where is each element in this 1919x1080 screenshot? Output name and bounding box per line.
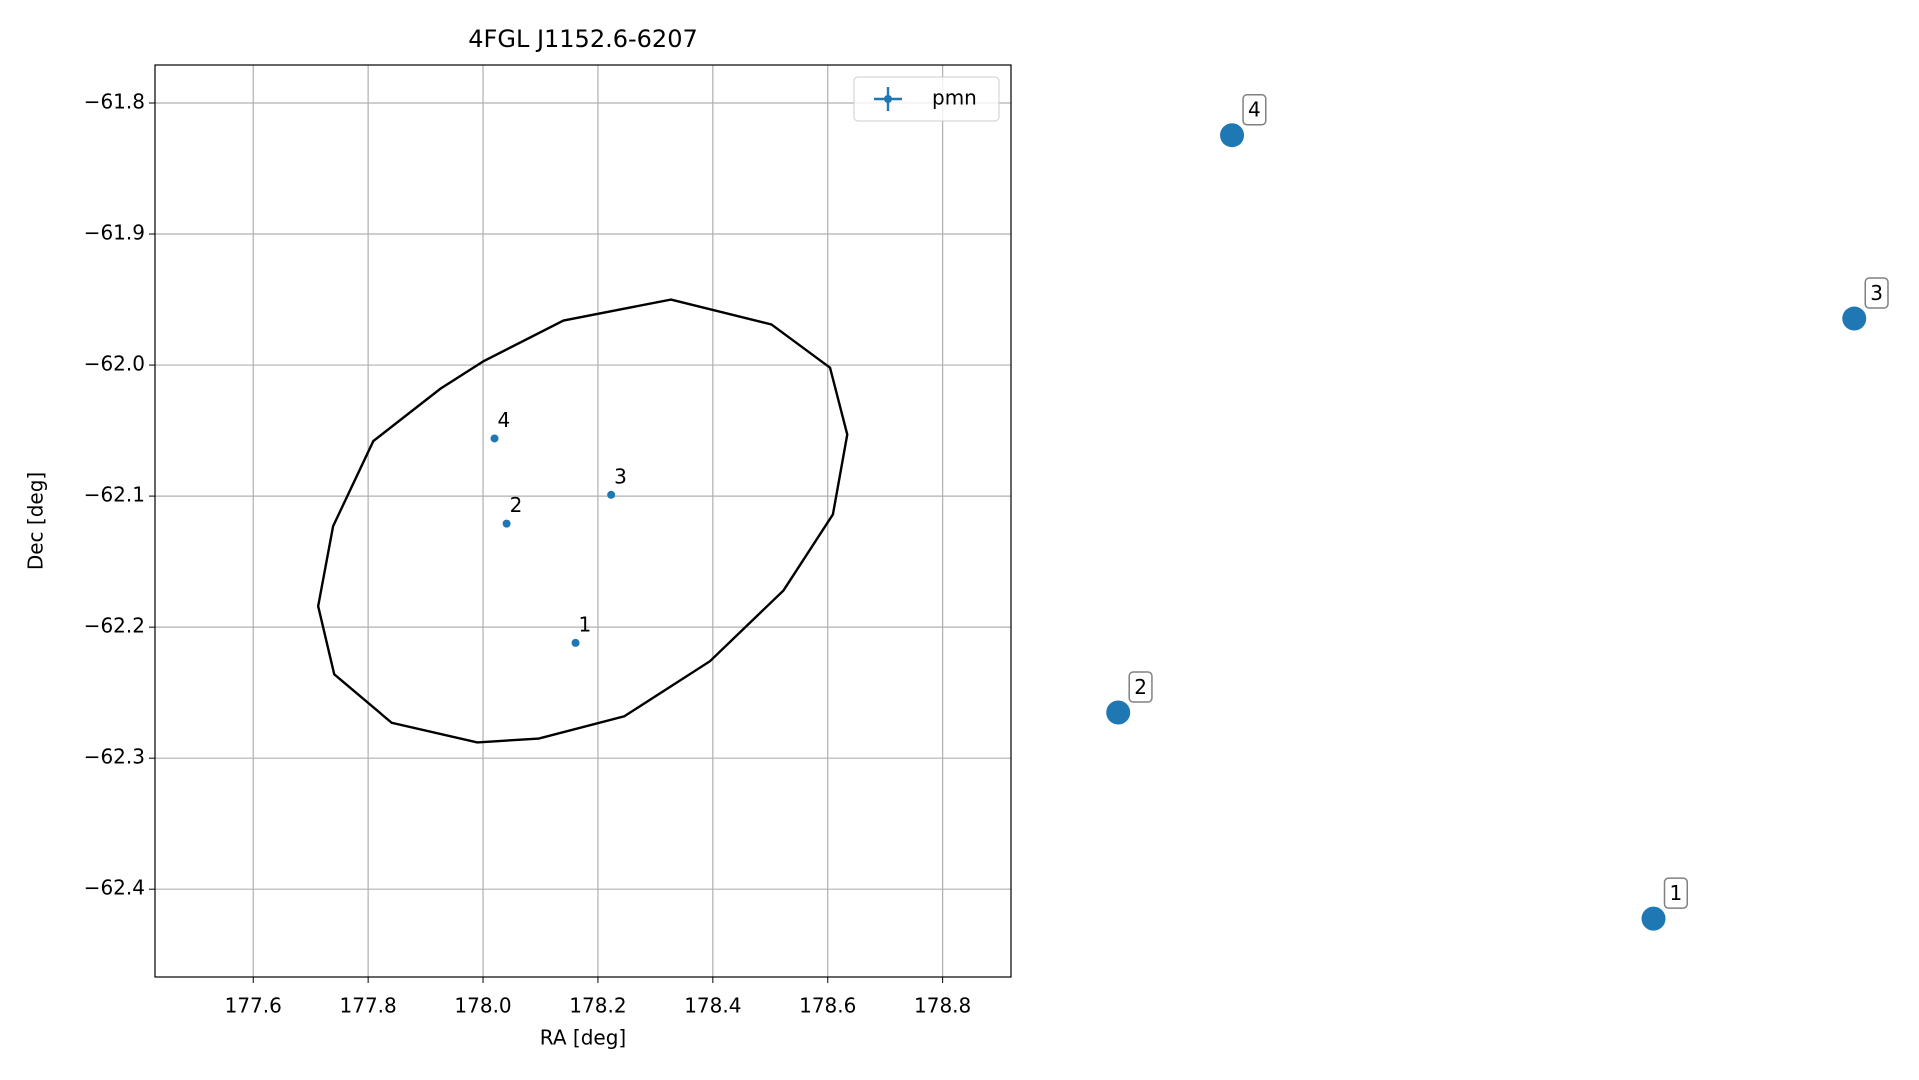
plot-frame: [154, 64, 1012, 978]
y-tick-label: −62.1: [84, 483, 145, 507]
x-tick-label: 177.6: [225, 994, 282, 1018]
x-tick-label: 178.6: [799, 994, 856, 1018]
legend-marker: [884, 95, 892, 103]
chart-title: 4FGL J1152.6-6207: [468, 25, 697, 53]
point: [607, 490, 616, 499]
point-label: 2: [510, 493, 523, 517]
legend-box: [853, 76, 1000, 122]
x-axis-label: RA [deg]: [540, 1026, 626, 1050]
x-tick-label: 178.4: [684, 994, 741, 1018]
point: [502, 519, 511, 528]
point-label: 4: [1248, 98, 1261, 122]
point-label: 1: [1670, 881, 1683, 905]
y-tick-label: −61.9: [84, 221, 145, 245]
point-label: 2: [1134, 675, 1147, 699]
point: [1641, 906, 1666, 931]
point: [1220, 123, 1245, 148]
point-label: 3: [1870, 281, 1883, 305]
point: [571, 638, 580, 647]
label-box: [1663, 877, 1688, 909]
x-tick-label: 178.0: [454, 994, 511, 1018]
label-box: [1864, 277, 1889, 309]
x-tick-label: 178.2: [569, 994, 626, 1018]
point: [1106, 700, 1131, 725]
label-box: [1242, 93, 1267, 126]
point: [1842, 306, 1867, 331]
ellipse: [316, 298, 849, 744]
y-tick-label: −62.4: [84, 876, 145, 900]
y-tick-label: −62.0: [84, 352, 145, 376]
x-tick-label: 178.8: [914, 994, 971, 1018]
y-axis-label: Dec [deg]: [24, 472, 48, 570]
y-tick-label: −62.2: [84, 614, 145, 638]
y-tick-label: −61.8: [84, 90, 145, 114]
point-label: 4: [498, 408, 511, 432]
x-tick-label: 177.8: [340, 994, 397, 1018]
y-tick-label: −62.3: [84, 745, 145, 769]
label-box: [1128, 671, 1153, 703]
legend-label: pmn: [932, 86, 977, 110]
point-label: 3: [614, 464, 627, 488]
point: [490, 434, 499, 443]
point-label: 1: [579, 612, 592, 636]
